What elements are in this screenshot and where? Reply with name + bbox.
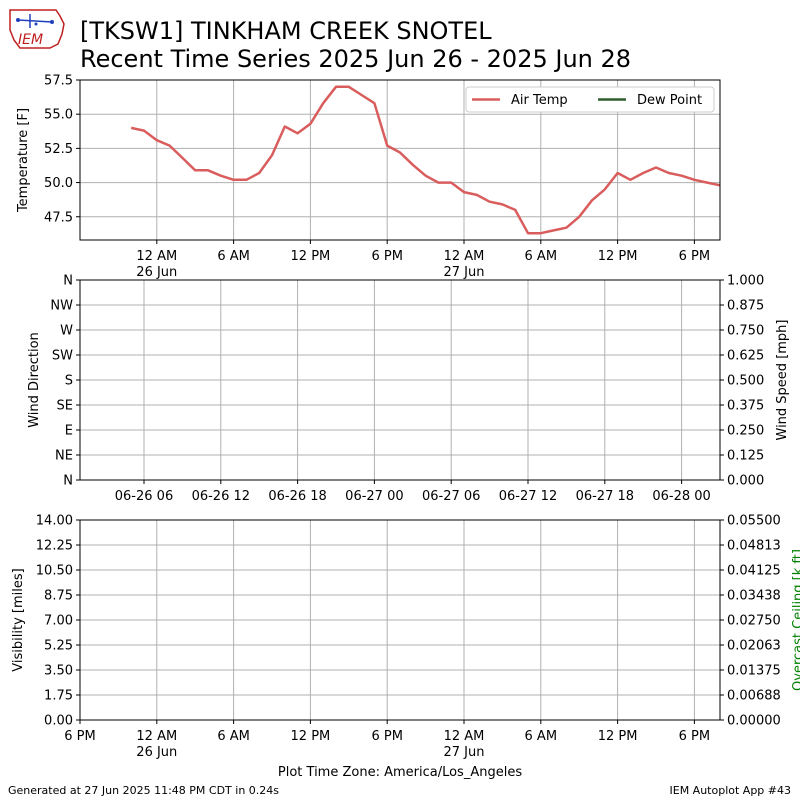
logo-text: IEM xyxy=(18,32,43,48)
y-right-tick-label: 0.04813 xyxy=(727,539,781,554)
iem-logo: IEM xyxy=(6,6,66,54)
x-tick-label: 06-26 12 xyxy=(192,489,250,504)
y-axis-label: Wind Direction xyxy=(27,332,42,428)
x-tick-label: 6 PM xyxy=(371,729,402,744)
y-tick-label: N xyxy=(63,274,73,289)
iem-logo-icon: IEM xyxy=(9,9,65,49)
y-right-tick-label: 0.03438 xyxy=(727,589,781,604)
y-right-tick-label: 0.02063 xyxy=(727,639,781,654)
y-tick-label: SE xyxy=(57,399,73,414)
y-tick-label: 47.5 xyxy=(44,210,73,225)
x-tick-label: 12 PM xyxy=(598,249,638,264)
y-right-tick-label: 0.375 xyxy=(727,399,764,414)
y-right-tick-label: 1.000 xyxy=(727,274,764,289)
chart-subtitle: Recent Time Series 2025 Jun 26 - 2025 Ju… xyxy=(80,45,632,73)
y-right-tick-label: 0.00688 xyxy=(727,689,781,704)
y-right-tick-label: 0.875 xyxy=(727,299,764,314)
y-tick-label: 57.5 xyxy=(44,74,73,89)
x-tick-label: 6 PM xyxy=(64,729,95,744)
y-tick-label: NE xyxy=(55,449,73,464)
x-tick-label: 06-28 00 xyxy=(652,489,710,504)
x-tick-label: 06-27 18 xyxy=(576,489,634,504)
x-tick-label: 6 PM xyxy=(371,249,402,264)
x-tick-label: 6 PM xyxy=(679,249,710,264)
legend: Air Temp Dew Point xyxy=(465,86,715,113)
y-right-axis-label: Wind Speed [mph] xyxy=(775,320,790,441)
legend-box xyxy=(465,86,715,113)
legend-label: Air Temp xyxy=(511,93,568,108)
x-tick-label: 12 PM xyxy=(598,729,638,744)
generated-footer: Generated at 27 Jun 2025 11:48 PM CDT in… xyxy=(8,784,280,797)
timezone-caption: Plot Time Zone: America/Los_Angeles xyxy=(277,765,523,780)
y-right-tick-label: 0.125 xyxy=(727,449,764,464)
y-tick-label: 55.0 xyxy=(44,108,73,123)
y-tick-label: 1.75 xyxy=(44,689,73,704)
x-tick-label: 6 PM xyxy=(679,729,710,744)
x-tick-label: 12 PM xyxy=(291,249,331,264)
y-tick-label: W xyxy=(60,324,73,339)
x-tick-sublabel: 26 Jun xyxy=(136,745,177,760)
y-right-tick-label: 0.625 xyxy=(727,349,764,364)
y-right-tick-label: 0.01375 xyxy=(727,664,781,679)
y-tick-label: 3.50 xyxy=(44,664,73,679)
x-tick-label: 6 AM xyxy=(217,729,250,744)
axes-frame xyxy=(79,519,721,721)
axes-frame xyxy=(79,79,721,241)
x-tick-label: 12 PM xyxy=(291,729,331,744)
x-tick-label: 06-26 06 xyxy=(115,489,173,504)
y-tick-label: 14.00 xyxy=(36,514,73,529)
app-footer: IEM Autoplot App #43 xyxy=(669,784,792,797)
y-tick-label: E xyxy=(65,424,73,439)
series-line-air-temp xyxy=(130,85,721,235)
y-tick-label: 0.00 xyxy=(44,714,73,729)
y-right-tick-label: 0.00000 xyxy=(727,714,781,729)
y-tick-label: S xyxy=(65,374,73,389)
x-tick-label: 6 AM xyxy=(217,249,250,264)
y-axis-label: Visibility [miles] xyxy=(11,568,26,671)
y-tick-label: 10.50 xyxy=(36,564,73,579)
y-right-tick-label: 0.500 xyxy=(727,374,764,389)
legend-label: Dew Point xyxy=(637,93,702,108)
x-tick-label: 12 AM xyxy=(136,249,177,264)
x-tick-label: 06-26 18 xyxy=(268,489,326,504)
x-tick-label: 12 AM xyxy=(136,729,177,744)
y-right-tick-label: 0.000 xyxy=(727,474,764,489)
y-tick-label: 8.75 xyxy=(44,589,73,604)
y-axis-label: Temperature [F] xyxy=(16,108,31,213)
x-tick-sublabel: 26 Jun xyxy=(136,265,177,280)
x-tick-label: 06-27 00 xyxy=(345,489,403,504)
x-tick-label: 06-27 06 xyxy=(422,489,480,504)
x-tick-label: 6 AM xyxy=(525,249,558,264)
y-tick-label: 50.0 xyxy=(44,176,73,191)
y-tick-label: 12.25 xyxy=(36,539,73,554)
x-tick-label: 12 AM xyxy=(444,729,485,744)
x-tick-sublabel: 27 Jun xyxy=(444,745,485,760)
y-tick-label: 5.25 xyxy=(44,639,73,654)
y-right-tick-label: 0.04125 xyxy=(727,564,781,579)
y-right-tick-label: 0.750 xyxy=(727,324,764,339)
chart-title: [TKSW1] TINKHAM CREEK SNOTEL xyxy=(80,17,492,45)
y-right-axis-label: Overcast Ceiling [k ft] xyxy=(791,549,800,691)
y-right-tick-label: 0.250 xyxy=(727,424,764,439)
x-tick-label: 6 AM xyxy=(525,729,558,744)
y-right-tick-label: 0.02750 xyxy=(727,614,781,629)
y-tick-label: NW xyxy=(50,299,73,314)
x-tick-sublabel: 27 Jun xyxy=(444,265,485,280)
y-tick-label: SW xyxy=(52,349,73,364)
axes-frame xyxy=(79,279,721,481)
x-tick-label: 06-27 12 xyxy=(499,489,557,504)
y-tick-label: 7.00 xyxy=(44,614,73,629)
y-right-tick-label: 0.05500 xyxy=(727,514,781,529)
x-tick-label: 12 AM xyxy=(444,249,485,264)
y-tick-label: 52.5 xyxy=(44,142,73,157)
y-tick-label: N xyxy=(63,474,73,489)
